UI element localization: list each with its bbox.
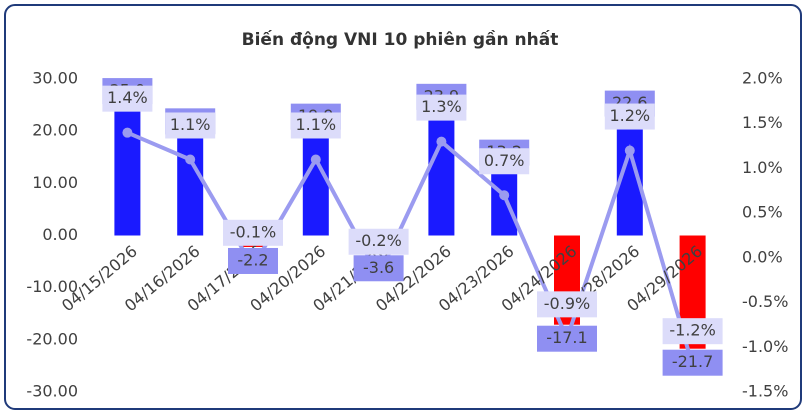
y-tick-label: 30.00 [32, 69, 78, 88]
line-label-text: 1.2% [609, 106, 650, 125]
y2-tick-label: 0.0% [742, 247, 783, 266]
line-label-box [662, 318, 723, 345]
line-label-text: -0.1% [230, 222, 276, 241]
line-label-text: -0.9% [544, 294, 590, 313]
line-label: 1.4% [102, 85, 153, 112]
line-label-text: -0.2% [355, 231, 401, 250]
bar [428, 110, 455, 236]
line-label-box [102, 85, 153, 112]
line-label: 1.1% [165, 112, 216, 139]
bar-label: -3.6 [353, 255, 404, 282]
y-tick-label: 20.00 [32, 121, 78, 140]
line-point [499, 190, 510, 201]
bar-label-text: -3.6 [363, 258, 394, 277]
line-label-text: 1.3% [421, 97, 462, 116]
bar-label-text: -17.1 [546, 328, 587, 347]
line-point [624, 145, 635, 156]
line-label: -0.9% [537, 291, 597, 318]
line-label-box [416, 94, 467, 121]
line-label-box [348, 228, 409, 255]
line-label: -1.2% [662, 318, 723, 345]
y2-tick-label: -1.5% [742, 382, 788, 401]
bar-label-box [353, 255, 404, 282]
bar-label-text: -21.7 [672, 352, 713, 371]
chart-title: Biến động VNI 10 phiên gần nhất [242, 29, 559, 50]
bar [177, 135, 204, 236]
y2-tick-label: 1.0% [742, 158, 783, 177]
line-point [436, 136, 447, 147]
bar [491, 166, 518, 236]
line-label-text: 1.1% [170, 115, 211, 134]
y-tick-label: 10.00 [32, 173, 78, 192]
line-label: 1.1% [290, 112, 341, 139]
line-label-text: 1.4% [107, 88, 148, 107]
bar [302, 130, 329, 236]
bar-label: -17.1 [537, 325, 597, 352]
line-point [310, 154, 321, 165]
y2-tick-label: 1.5% [742, 113, 783, 132]
line-label-text: 1.1% [295, 115, 336, 134]
line-label-text: -1.2% [669, 321, 715, 340]
line-point [185, 154, 196, 165]
line-label-box [223, 219, 283, 246]
y2-tick-label: 0.5% [742, 203, 783, 222]
y2-tick-label: 2.0% [742, 69, 783, 88]
line-label-text: 0.7% [484, 151, 525, 170]
line-label: 1.3% [416, 94, 467, 121]
y-tick-label: -30.00 [26, 382, 78, 401]
bar-label-box [537, 325, 597, 352]
bar [114, 105, 141, 236]
line-label-box [479, 148, 530, 175]
bar-label: -21.7 [662, 349, 723, 376]
line-label-box [537, 291, 597, 318]
y-tick-label: -10.00 [26, 277, 78, 296]
line-label-box [165, 112, 216, 139]
y2-tick-label: -0.5% [742, 292, 788, 311]
line-label-box [290, 112, 341, 139]
bar-label-box [662, 349, 723, 376]
bar-label-text: -2.2 [237, 250, 268, 269]
line-label: 1.2% [604, 103, 655, 130]
bar-label: -2.2 [228, 247, 278, 274]
line [126, 130, 695, 366]
chart-border [4, 4, 802, 410]
line-label: -0.1% [223, 219, 283, 246]
y-tick-label: 0.00 [42, 225, 78, 244]
bar-label-box [228, 247, 278, 274]
y-tick-label: -20.00 [26, 329, 78, 348]
line-label: 0.7% [479, 148, 530, 175]
y2-tick-label: -1.0% [742, 337, 788, 356]
line-label-box [604, 103, 655, 130]
line-label: -0.2% [348, 228, 409, 255]
line-point [122, 127, 133, 138]
